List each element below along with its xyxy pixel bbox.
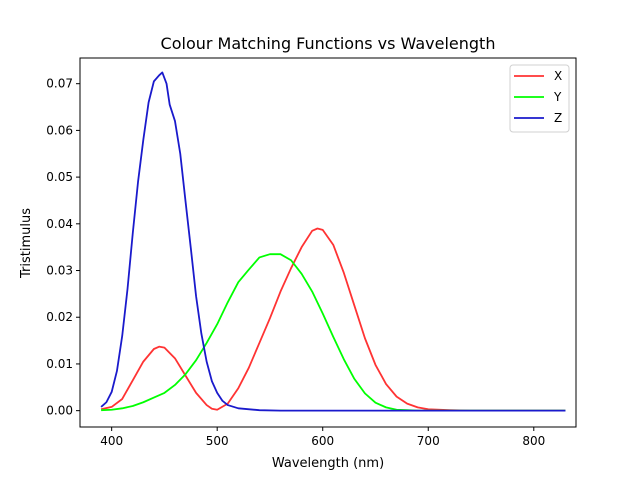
x-axis: 400 500 600 700 800 (100, 427, 545, 448)
y-tick-label: 0.04 (46, 217, 73, 231)
y-tick-label: 0.07 (46, 77, 73, 91)
y-tick-label: 0.00 (46, 404, 73, 418)
series-group (100, 71, 566, 412)
x-tick-label: 500 (206, 434, 229, 448)
series-line-z (100, 71, 566, 412)
y-tick-label: 0.03 (46, 264, 73, 278)
legend-label-z: Z (554, 111, 562, 125)
legend-box (509, 64, 570, 133)
chart-title: Colour Matching Functions vs Wavelength (161, 34, 496, 53)
x-tick-label: 400 (100, 434, 123, 448)
x-tick-label: 700 (417, 434, 440, 448)
y-tick-label: 0.06 (46, 123, 73, 137)
plot-frame (79, 57, 577, 428)
plot-background (80, 58, 576, 427)
x-tick-label: 800 (522, 434, 545, 448)
series-line-x (100, 227, 566, 412)
y-tick-label: 0.05 (46, 170, 73, 184)
y-tick-label: 0.01 (46, 357, 73, 371)
x-tick-label: 600 (311, 434, 334, 448)
y-tick-label: 0.02 (46, 310, 73, 324)
y-axis-label: Tristimulus (19, 208, 34, 279)
y-axis: 0.00 0.01 0.02 0.03 0.04 0.05 0.06 0.07 (46, 77, 80, 418)
legend-label-x: X (554, 69, 562, 83)
legend: XYZ (509, 64, 570, 133)
x-axis-label: Wavelength (nm) (272, 456, 384, 471)
legend-label-y: Y (553, 90, 562, 104)
